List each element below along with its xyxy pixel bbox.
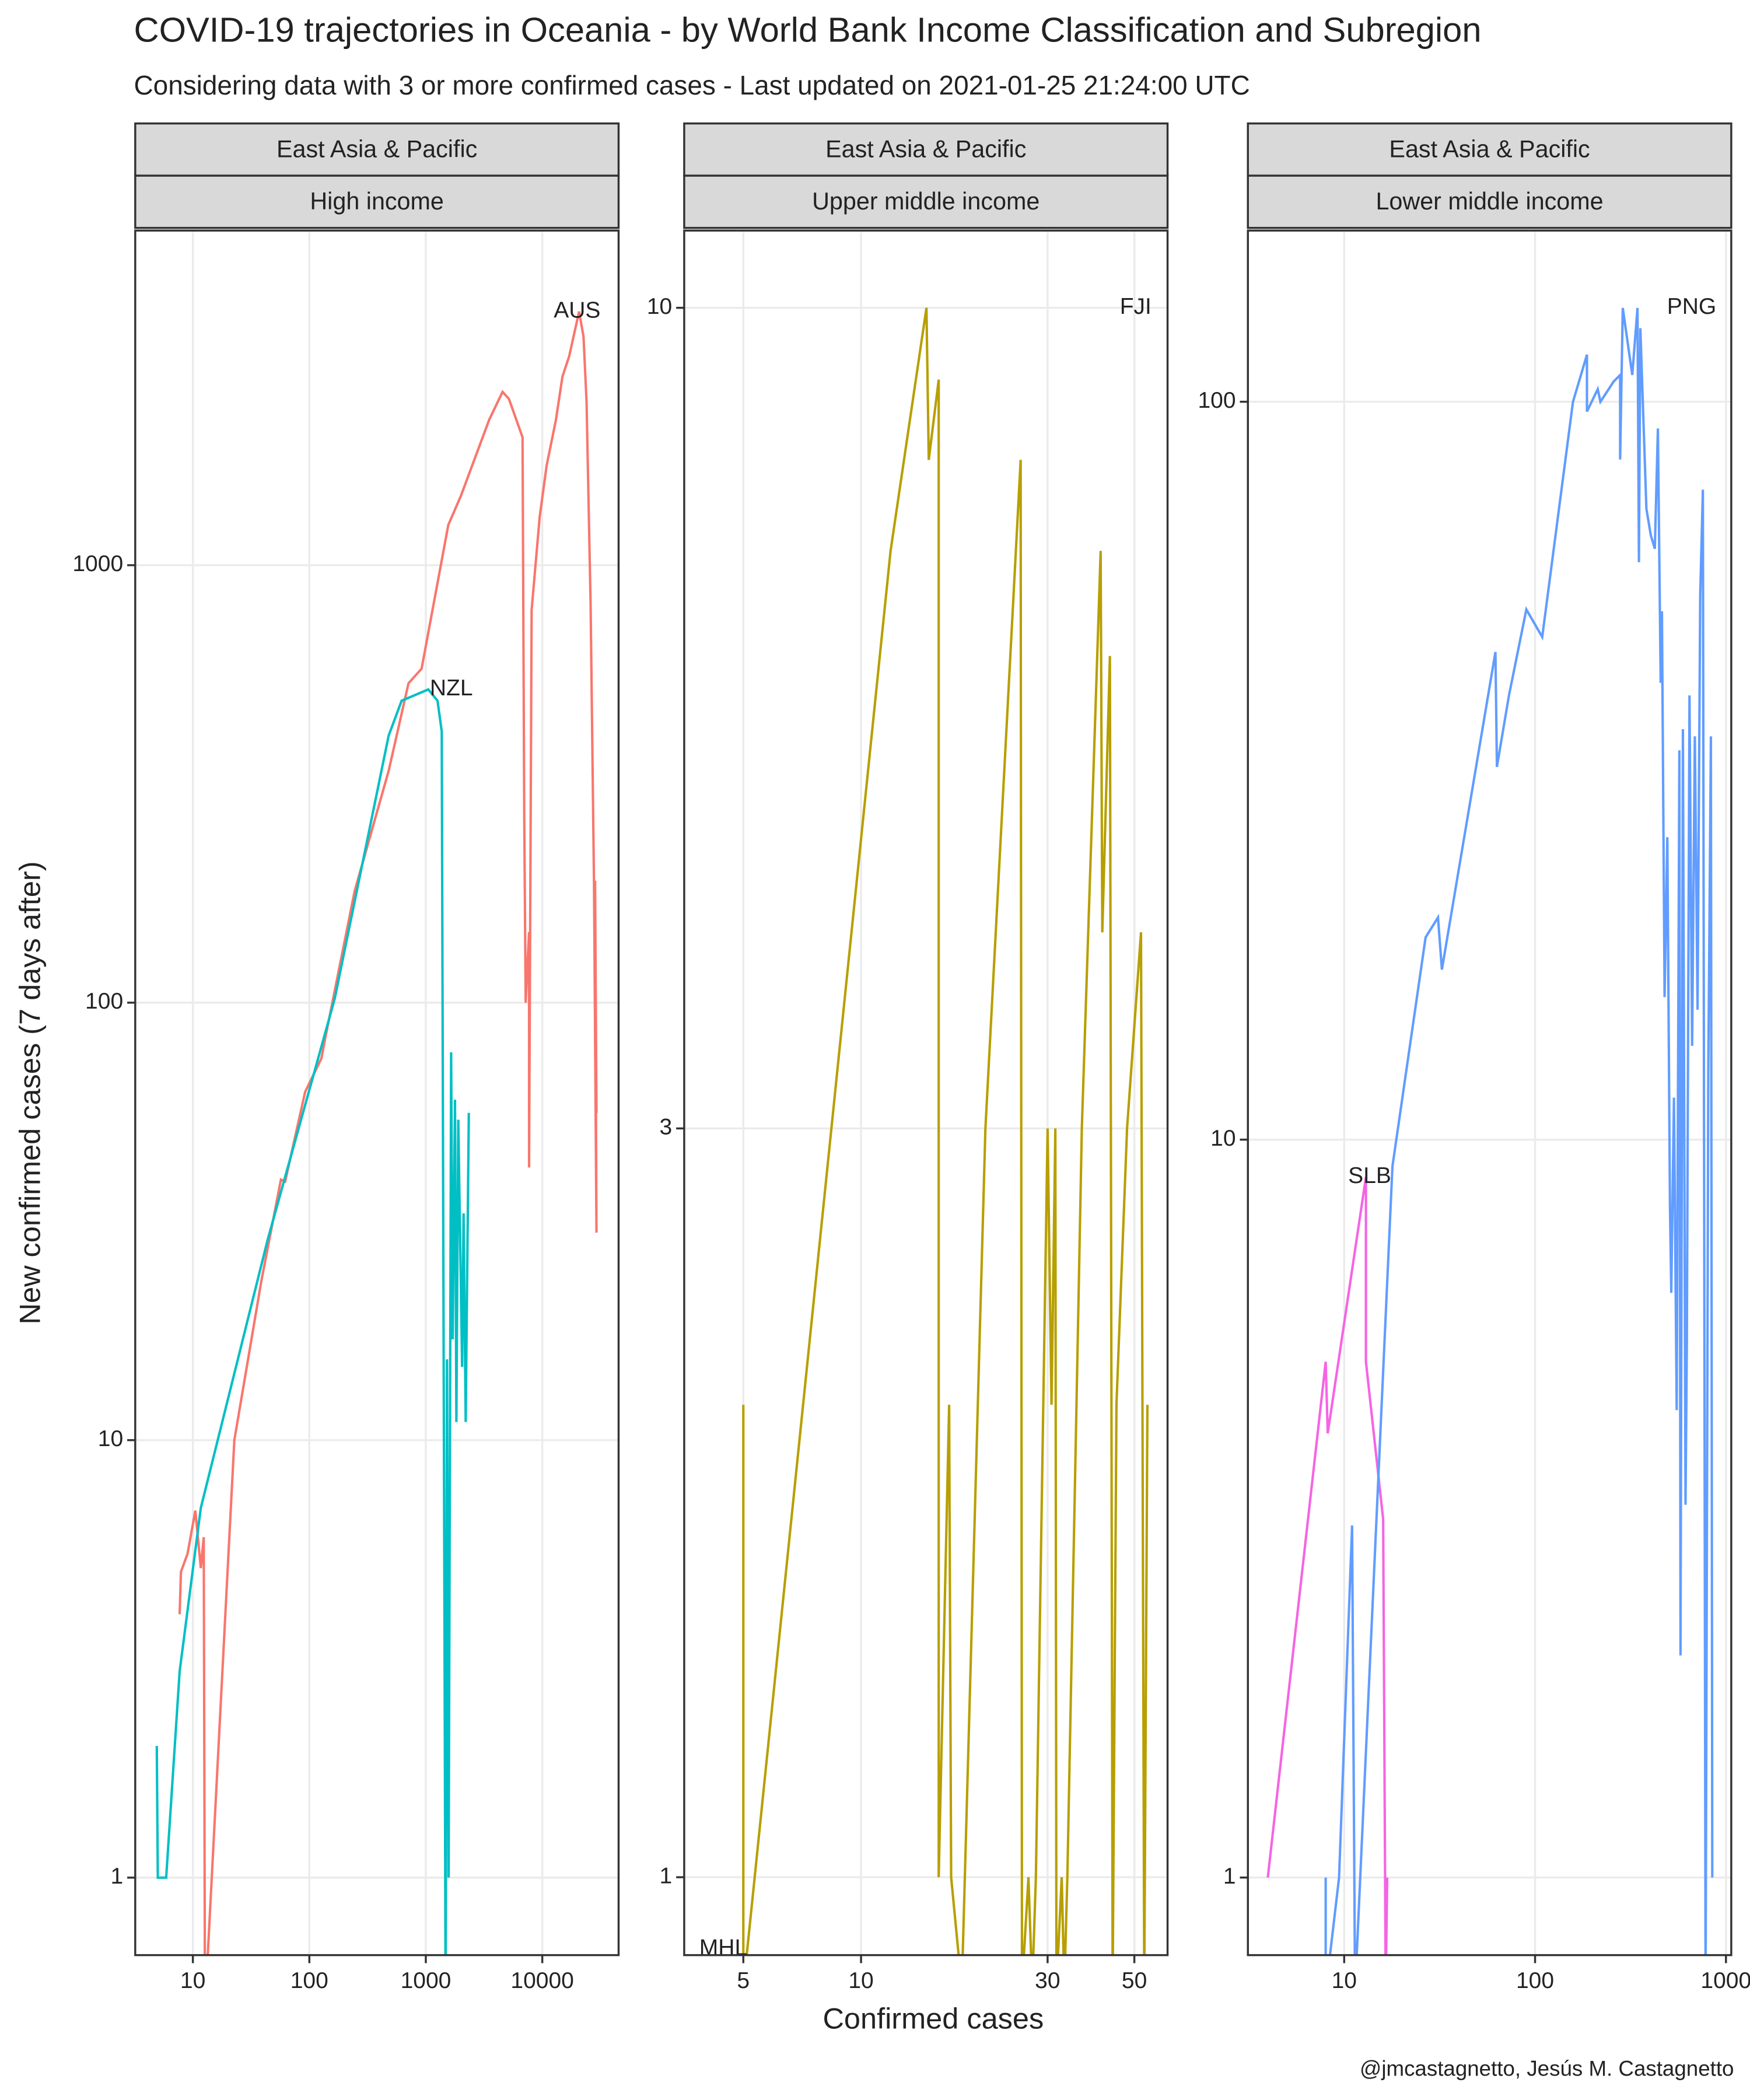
x-tick-label: 10 bbox=[180, 1968, 205, 1993]
series-label: MHL bbox=[699, 1936, 747, 1961]
panel-border bbox=[134, 229, 620, 1957]
x-axis-label: Confirmed cases bbox=[822, 2001, 1044, 2035]
panel-border bbox=[683, 229, 1169, 1957]
x-tick-label: 10000 bbox=[510, 1968, 574, 1993]
strip bbox=[683, 122, 1169, 177]
strip bbox=[134, 174, 620, 229]
x-tick-label: 100 bbox=[290, 1968, 328, 1993]
y-tick-label: 3 bbox=[660, 1115, 673, 1140]
x-tick-label: 5 bbox=[737, 1968, 750, 1993]
x-tick-label: 1000 bbox=[1700, 1968, 1750, 1993]
x-tick-label: 10 bbox=[1332, 1968, 1357, 1993]
y-tick-label: 10 bbox=[1210, 1126, 1236, 1151]
strip bbox=[134, 122, 620, 177]
strip-label: East Asia & Pacific bbox=[1389, 136, 1590, 163]
strip-label: Lower middle income bbox=[1376, 188, 1603, 215]
strip bbox=[1247, 174, 1732, 229]
strip-label: Upper middle income bbox=[812, 188, 1040, 215]
panel-border bbox=[1247, 229, 1732, 1957]
strip bbox=[683, 174, 1169, 229]
chart-title: COVID-19 trajectories in Oceania - by Wo… bbox=[134, 10, 1482, 49]
series-line bbox=[742, 307, 1149, 1955]
series-label: AUS bbox=[554, 298, 600, 323]
series-label: SLB bbox=[1348, 1163, 1391, 1188]
caption: @jmcastagnetto, Jesús M. Castagnetto bbox=[1360, 2057, 1734, 2081]
y-tick-label: 100 bbox=[1198, 388, 1236, 413]
chart-subtitle: Considering data with 3 or more confirme… bbox=[134, 70, 1250, 100]
x-tick-label: 50 bbox=[1122, 1968, 1147, 1993]
x-tick-label: 30 bbox=[1035, 1968, 1060, 1993]
y-tick-label: 100 bbox=[85, 989, 123, 1014]
series-line bbox=[178, 311, 598, 1955]
y-tick-label: 10 bbox=[647, 294, 672, 319]
series-label: FJI bbox=[1120, 294, 1152, 319]
y-tick-label: 10 bbox=[98, 1426, 123, 1451]
strip-label: High income bbox=[310, 188, 444, 215]
strip bbox=[1247, 122, 1732, 177]
series-label: NZL bbox=[430, 676, 473, 701]
x-tick-label: 1000 bbox=[401, 1968, 452, 1993]
series-label: PNG bbox=[1667, 294, 1717, 319]
y-tick-label: 1 bbox=[660, 1863, 673, 1888]
y-tick-label: 1 bbox=[1223, 1864, 1236, 1889]
strip-label: East Asia & Pacific bbox=[825, 136, 1026, 163]
strip-label: East Asia & Pacific bbox=[276, 136, 477, 163]
y-tick-label: 1000 bbox=[72, 551, 123, 576]
series-line bbox=[1266, 1177, 1389, 1955]
series-line bbox=[1324, 307, 1714, 1955]
x-tick-label: 100 bbox=[1516, 1968, 1554, 1993]
y-tick-label: 1 bbox=[110, 1864, 123, 1889]
x-tick-label: 10 bbox=[848, 1968, 873, 1993]
y-axis-label: New confirmed cases (7 days after) bbox=[13, 861, 46, 1324]
series-line bbox=[155, 688, 470, 1955]
